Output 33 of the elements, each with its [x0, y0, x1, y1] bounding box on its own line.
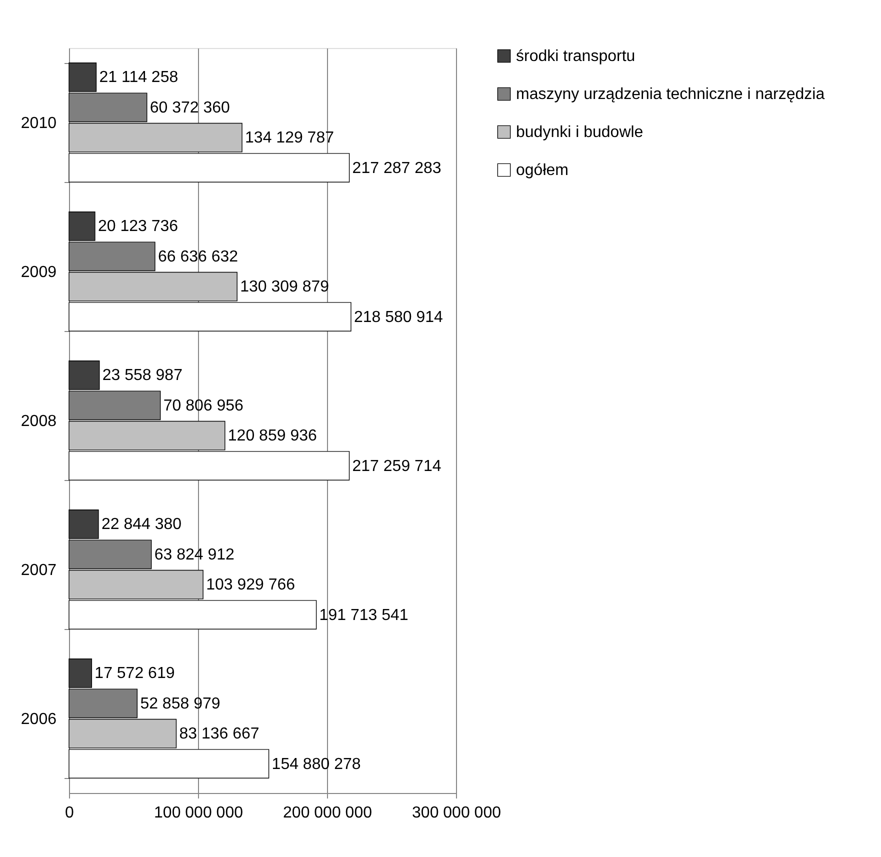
legend-label: maszyny urządzenia techniczne i narzędzia — [516, 86, 825, 103]
data-label: 60 372 360 — [150, 99, 230, 116]
y-tick-label: 2006 — [20, 711, 57, 728]
data-label: 63 824 912 — [154, 546, 235, 564]
data-label: 103 929 766 — [206, 576, 296, 594]
y-tick-label: 2010 — [20, 115, 57, 132]
x-tick-label: 0 — [65, 804, 74, 822]
data-label: 23 558 987 — [102, 367, 183, 384]
data-label: 17 572 619 — [94, 665, 175, 682]
legend-label: środki transportu — [516, 48, 636, 65]
data-label: 20 123 736 — [98, 218, 178, 236]
data-label: 120 859 936 — [228, 428, 317, 445]
data-label: 83 136 667 — [179, 726, 260, 743]
data-label: 191 713 541 — [319, 606, 408, 624]
data-label: 218 580 914 — [354, 308, 444, 326]
data-label: 52 858 979 — [140, 695, 220, 712]
y-tick-label: 2007 — [20, 562, 57, 579]
x-tick-label: 100 000 000 — [154, 804, 244, 822]
data-label: 21 114 258 — [99, 69, 178, 86]
data-label: 217 287 283 — [352, 160, 442, 177]
legend-label: ogółem — [516, 162, 568, 179]
data-label: 217 259 714 — [352, 458, 442, 475]
data-label: 130 309 879 — [240, 278, 330, 296]
data-label: 66 636 632 — [158, 248, 238, 266]
x-tick-label: 300 000 000 — [412, 804, 502, 822]
data-label: 134 129 787 — [245, 130, 334, 147]
legend-label: budynki i budowle — [516, 124, 644, 141]
data-label: 154 880 278 — [272, 756, 361, 773]
y-tick-label: 2009 — [20, 264, 57, 281]
y-tick-label: 2008 — [20, 413, 57, 430]
data-label: 70 806 956 — [163, 397, 244, 414]
x-tick-label: 200 000 000 — [283, 804, 372, 822]
data-label: 22 844 380 — [101, 516, 182, 534]
